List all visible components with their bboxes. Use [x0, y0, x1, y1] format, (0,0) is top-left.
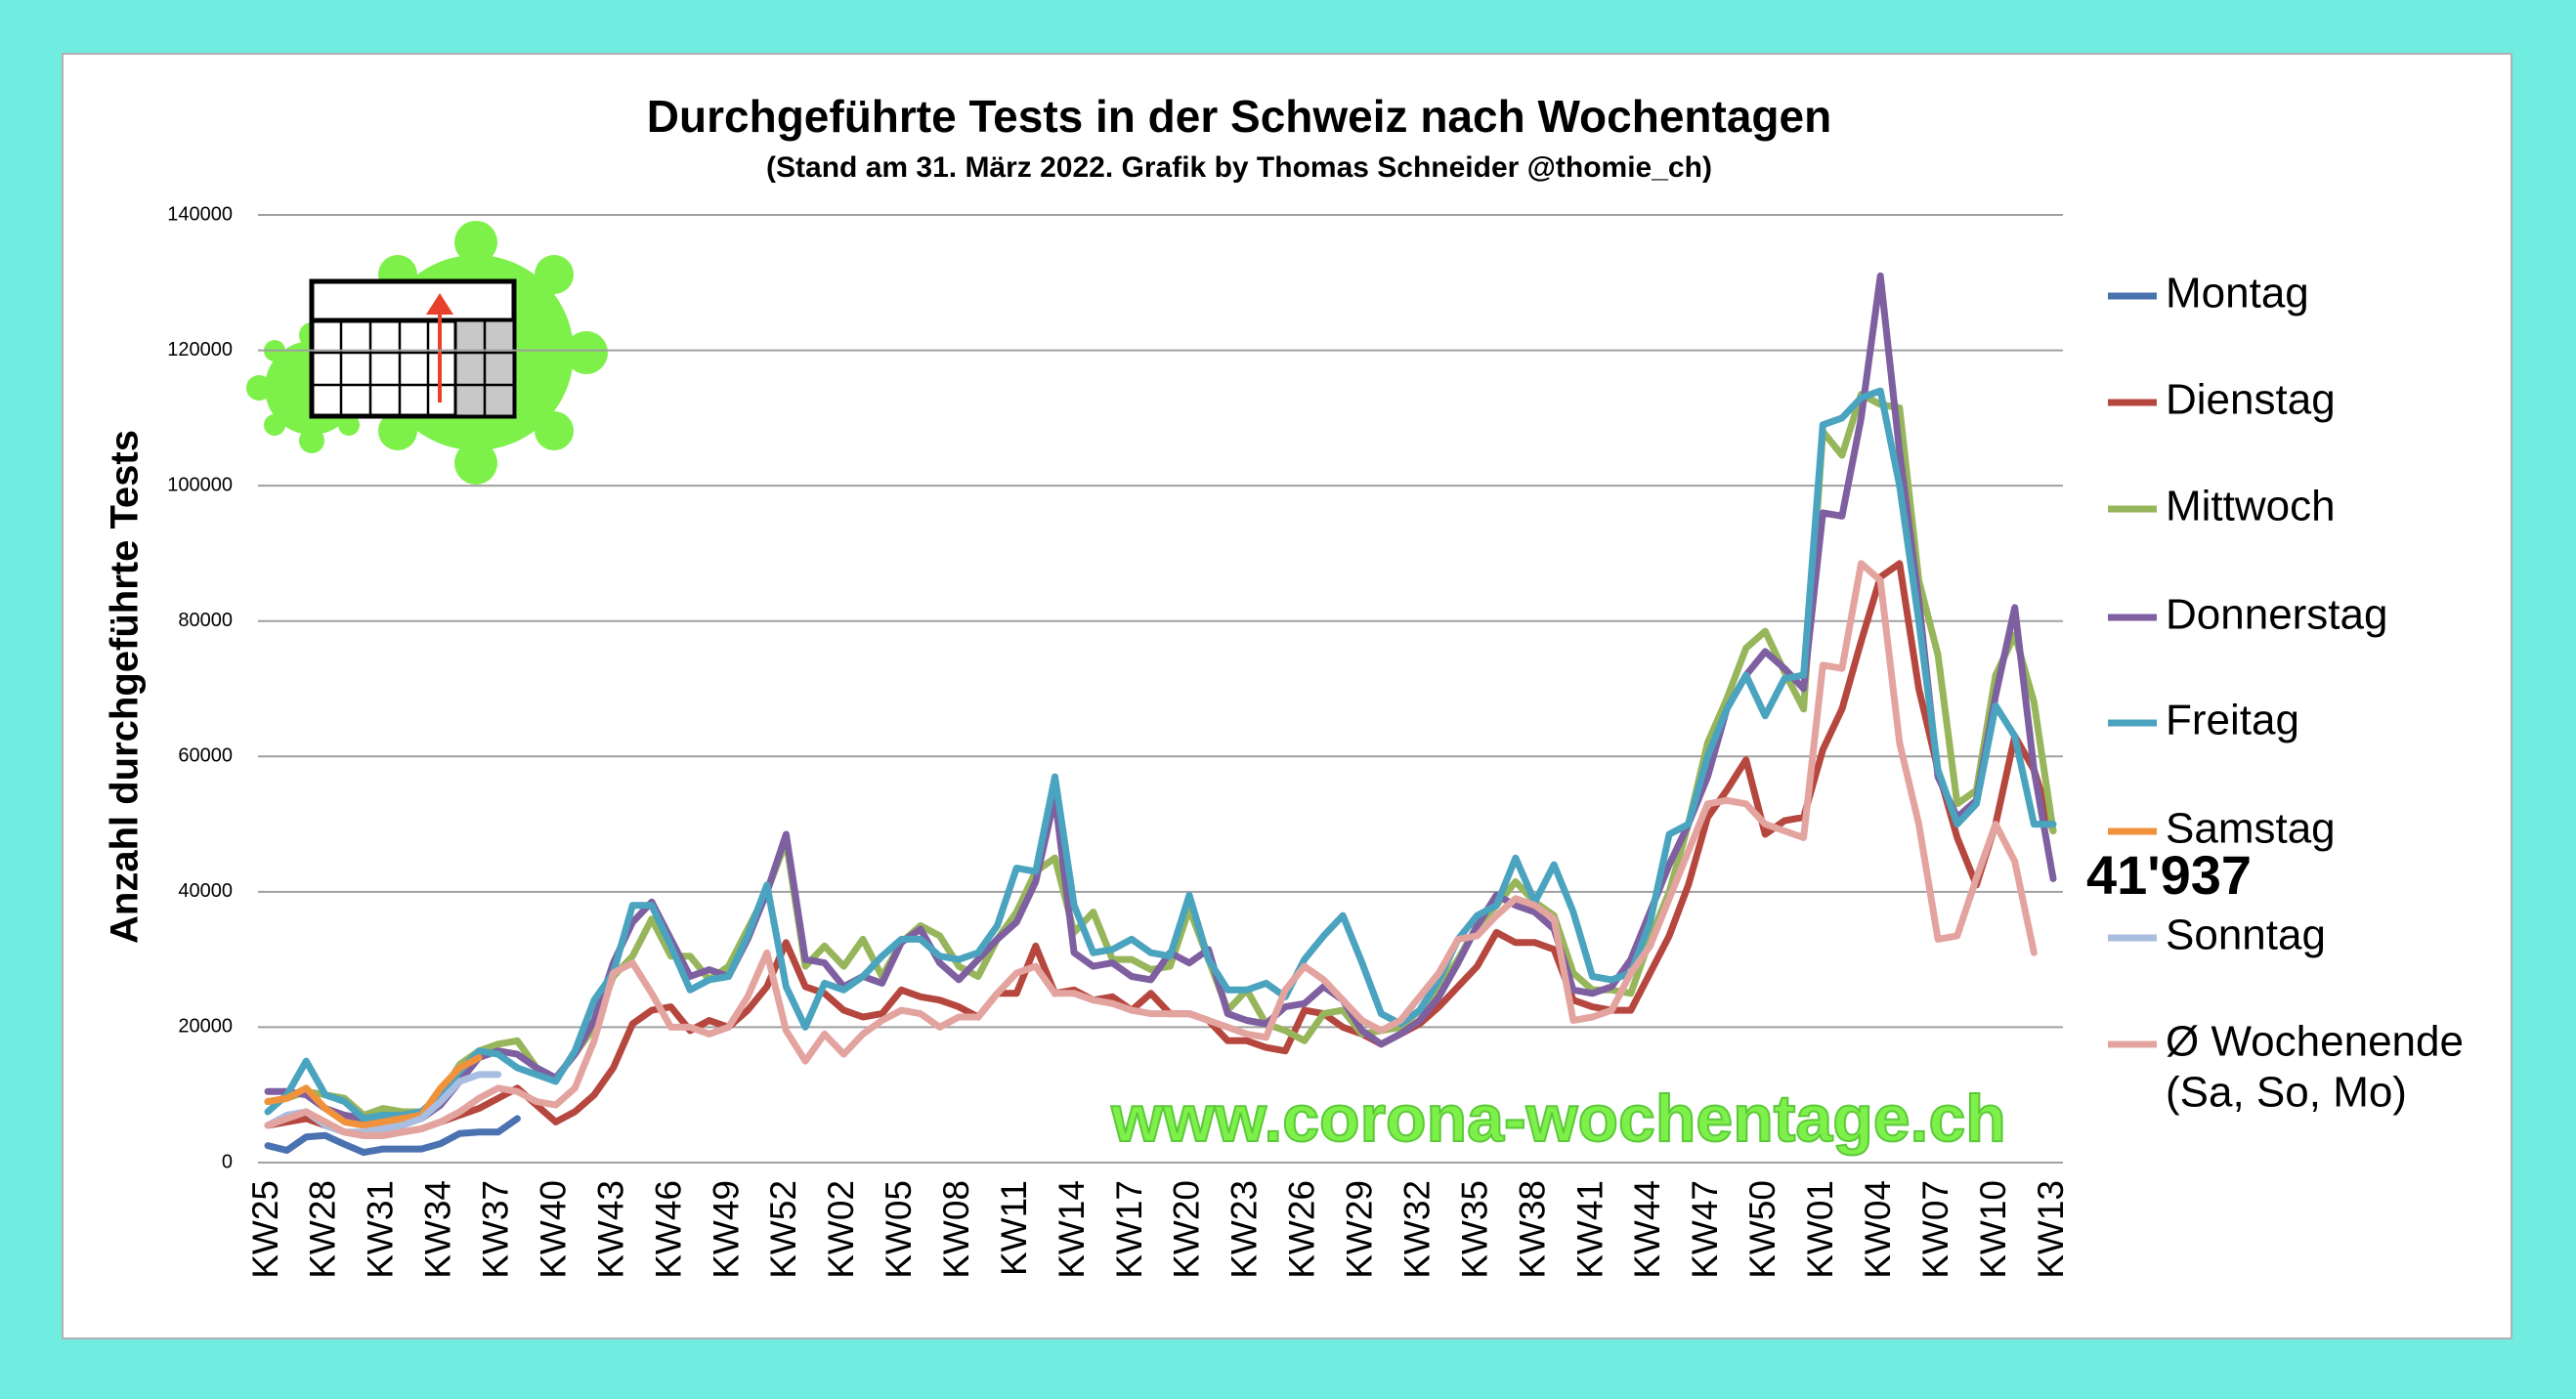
- legend-label: Ø Wochenende: [2166, 1018, 2464, 1066]
- y-tick-label: 120000: [167, 339, 233, 360]
- legend-note: (Sa, So, Mo): [2166, 1069, 2407, 1117]
- x-tick-label: KW31: [361, 1180, 401, 1279]
- x-tick-label: KW05: [879, 1180, 919, 1279]
- y-tick-label: 60000: [178, 745, 233, 767]
- series-line: [264, 1115, 521, 1157]
- series-line: [264, 387, 2057, 1123]
- x-tick-label: KW49: [706, 1180, 746, 1279]
- logo-icon: [246, 221, 608, 485]
- x-tick-label: KW47: [1685, 1180, 1725, 1279]
- x-tick-label: KW34: [418, 1180, 458, 1279]
- x-tick-label: KW11: [994, 1180, 1034, 1276]
- x-tick-label: KW50: [1742, 1180, 1782, 1279]
- x-tick-label: KW25: [245, 1180, 285, 1279]
- chart-title: Durchgeführte Tests in der Schweiz nach …: [647, 91, 1831, 142]
- x-tick-label: KW08: [936, 1180, 976, 1279]
- y-tick-label: 20000: [178, 1016, 233, 1038]
- series-line: [264, 560, 2057, 1139]
- x-tick-label: KW43: [590, 1180, 630, 1279]
- y-tick-label: 140000: [167, 203, 233, 225]
- x-tick-label: KW07: [1915, 1180, 1955, 1279]
- x-tick-label: KW52: [763, 1180, 803, 1279]
- x-tick-label: KW17: [1109, 1180, 1149, 1279]
- x-tick-label: KW13: [2031, 1180, 2071, 1279]
- legend-label: Dienstag: [2166, 376, 2336, 424]
- x-tick-label: KW35: [1454, 1180, 1494, 1279]
- x-tick-label: KW37: [476, 1180, 516, 1279]
- legend-label: Sonntag: [2166, 911, 2326, 959]
- x-tick-label: KW28: [303, 1180, 343, 1279]
- legend-label: Montag: [2166, 270, 2309, 318]
- y-axis-label: Anzahl durchgeführte Tests: [104, 430, 147, 944]
- y-tick-label: 0: [222, 1151, 233, 1172]
- series-line: [264, 1054, 483, 1129]
- x-tick-label: KW10: [1973, 1180, 2013, 1279]
- legend-label: Donnerstag: [2166, 591, 2387, 639]
- y-tick-label: 40000: [178, 880, 233, 902]
- x-tick-label: KW29: [1340, 1180, 1380, 1279]
- x-tick-label: KW41: [1569, 1180, 1610, 1279]
- x-tick-label: KW26: [1282, 1180, 1322, 1279]
- x-tick-label: KW20: [1167, 1180, 1207, 1279]
- x-tick-label: KW04: [1858, 1180, 1898, 1279]
- annotation: 41'937: [2086, 844, 2252, 906]
- y-tick-label: 80000: [178, 610, 233, 631]
- x-tick-label: KW38: [1512, 1180, 1552, 1279]
- legend-label: Samstag: [2166, 805, 2336, 853]
- x-tick-label: KW23: [1224, 1180, 1265, 1279]
- x-tick-label: KW14: [1052, 1180, 1092, 1279]
- x-tick-label: KW40: [533, 1180, 573, 1279]
- x-tick-label: KW01: [1800, 1180, 1840, 1279]
- watermark: www.corona-wochentage.ch: [1110, 1081, 2006, 1156]
- series-line: [264, 560, 2038, 1139]
- legend-label: Freitag: [2166, 697, 2299, 744]
- legend-label: Mittwoch: [2166, 483, 2336, 530]
- x-tick-label: KW32: [1396, 1180, 1437, 1279]
- y-tick-label: 100000: [167, 474, 233, 495]
- chart-subtitle: (Stand am 31. März 2022. Grafik by Thoma…: [766, 151, 1712, 184]
- x-tick-label: KW44: [1627, 1180, 1667, 1279]
- x-tick-label: KW02: [821, 1180, 861, 1279]
- x-tick-label: KW46: [648, 1180, 688, 1279]
